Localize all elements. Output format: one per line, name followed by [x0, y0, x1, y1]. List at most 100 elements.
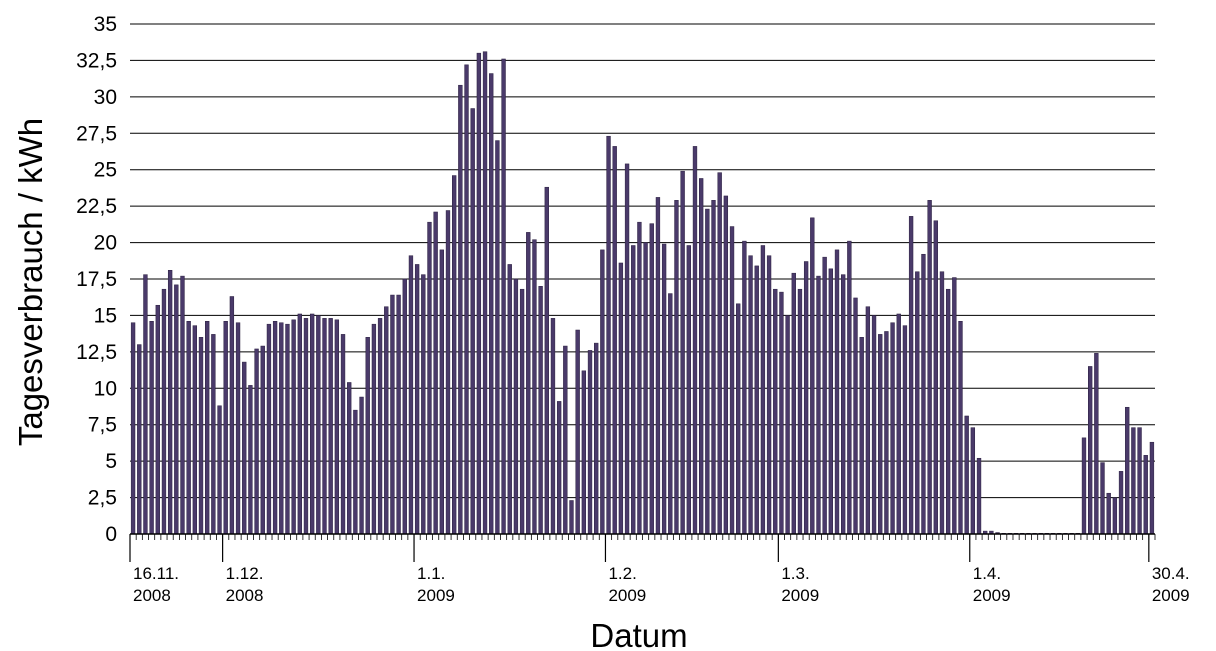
bar [186, 321, 191, 535]
bar [198, 337, 204, 535]
bar [915, 271, 920, 535]
bar [137, 344, 142, 535]
bar [748, 255, 753, 535]
bar [1149, 441, 1155, 535]
bar [908, 216, 914, 535]
bar [797, 288, 803, 535]
bar [235, 322, 241, 535]
bar [279, 322, 284, 535]
bar [890, 322, 895, 535]
bar [779, 291, 784, 535]
bar [686, 245, 691, 535]
bar [637, 221, 642, 535]
bar [526, 232, 531, 535]
x-axis-title: Datum [590, 617, 687, 651]
bar [322, 318, 327, 535]
bar [538, 286, 543, 535]
bar [600, 249, 605, 535]
bar [902, 325, 908, 535]
bar [859, 337, 864, 535]
bar [822, 256, 827, 535]
bar [939, 271, 945, 535]
bar [828, 268, 833, 535]
bar [754, 265, 759, 535]
bar [470, 108, 475, 535]
bar [952, 277, 957, 535]
bar [674, 200, 679, 535]
bar [1100, 462, 1105, 535]
bar [143, 274, 148, 535]
bar [192, 325, 197, 535]
bar [1094, 353, 1099, 535]
bar [476, 52, 482, 535]
bar [865, 306, 871, 535]
y-tick-label: 30 [94, 86, 117, 109]
y-axis-title: Tagesverbrauch / kWh [12, 118, 49, 446]
y-tick-label: 20 [94, 232, 117, 255]
bar [353, 409, 358, 535]
bar [371, 323, 377, 535]
bar-series [130, 51, 1155, 535]
bar [309, 313, 315, 535]
bar [229, 296, 235, 535]
bar [377, 318, 383, 535]
bar [655, 197, 661, 535]
bar [396, 294, 401, 535]
y-tick-label: 5 [105, 450, 117, 473]
bar [624, 163, 630, 535]
x-tick-label: 1.4. 2009 [973, 564, 1011, 605]
bar [130, 322, 136, 535]
bar [507, 264, 512, 535]
bar [390, 294, 395, 535]
bar [272, 321, 278, 535]
bar [464, 64, 469, 535]
bar [519, 288, 525, 535]
bar [618, 262, 624, 535]
bar [606, 135, 611, 535]
bar [303, 318, 309, 535]
bar [180, 275, 185, 535]
bar [439, 249, 444, 535]
bar [260, 345, 265, 535]
bar [248, 385, 253, 535]
bar [945, 288, 951, 535]
bar [149, 321, 154, 535]
bar [834, 249, 840, 535]
bar [242, 361, 247, 535]
x-tick-label: 30.4. 2009 [1152, 564, 1190, 605]
y-tick-label: 0 [105, 523, 117, 546]
bar [205, 321, 210, 535]
bar [334, 319, 340, 535]
bar [433, 211, 438, 535]
bar [970, 427, 976, 535]
bar [223, 321, 228, 535]
bar [1125, 406, 1130, 535]
bar [871, 315, 877, 535]
bar [1081, 437, 1087, 535]
bar [458, 84, 463, 535]
bar [285, 323, 290, 535]
bar [878, 334, 883, 535]
bar [427, 221, 432, 535]
y-tick-label: 27,5 [76, 122, 117, 145]
bar [581, 370, 587, 535]
bar [742, 240, 747, 535]
y-axis-tick-labels: 0 2,5 5 7,5 10 12,5 15 17,5 20 22,5 25 27,5 30 32,5 35 [76, 13, 117, 546]
bar [773, 288, 778, 535]
bar [550, 318, 556, 535]
x-axis-tick-labels: 16.11. 2008 1.12. 2008 1.1. 2009 1.2. 2009 1.3. 2… [133, 564, 1190, 605]
bar [717, 172, 722, 535]
y-tick-label: 15 [94, 304, 117, 327]
bar [211, 334, 216, 535]
x-tick-label: 1.3. 2009 [781, 564, 819, 605]
bar [501, 58, 506, 535]
bar [347, 382, 352, 535]
bar [328, 318, 333, 535]
bar [1131, 427, 1136, 535]
bar [359, 396, 364, 535]
bar [594, 342, 599, 535]
bar [736, 303, 741, 535]
x-tick-label: 16.11. 2008 [133, 564, 179, 605]
bar [964, 415, 969, 535]
bar [340, 334, 346, 535]
